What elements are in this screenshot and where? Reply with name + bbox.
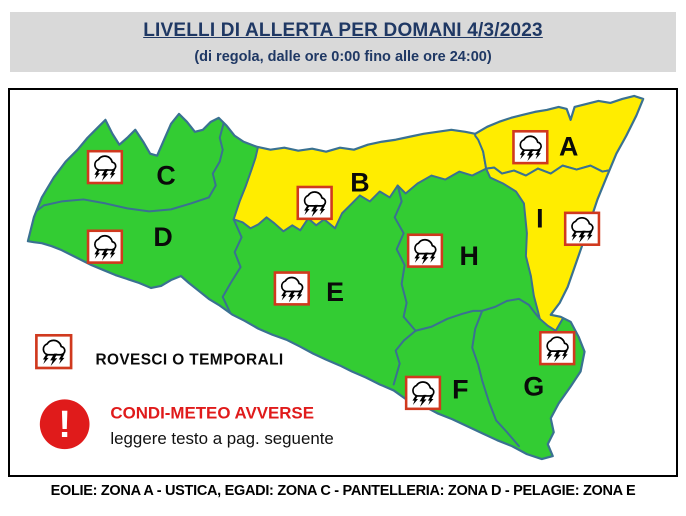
map-container: A B C D E F G H I ROVESCI O TEMPORALI ! … bbox=[8, 88, 678, 477]
storm-icon-zone-i bbox=[563, 211, 601, 246]
legend-storm-label: ROVESCI O TEMPORALI bbox=[95, 352, 283, 369]
header-banner: LIVELLI DI ALLERTA PER DOMANI 4/3/2023 (… bbox=[10, 12, 676, 72]
zone-label-d: D bbox=[153, 222, 172, 252]
storm-icon-zone-b bbox=[296, 185, 333, 221]
zone-label-g: G bbox=[523, 371, 544, 401]
page-title: LIVELLI DI ALLERTA PER DOMANI 4/3/2023 bbox=[143, 20, 543, 41]
page-subtitle: (di regola, dalle ore 0:00 fino alle ore… bbox=[194, 49, 492, 65]
storm-icon-zone-a bbox=[512, 129, 549, 165]
adverse-weather-warning: ! CONDI-METEO AVVERSE leggere testo a pa… bbox=[39, 399, 334, 450]
storm-icon-zone-f bbox=[404, 375, 442, 411]
zone-label-h: H bbox=[460, 241, 479, 271]
zone-boundaries bbox=[34, 121, 541, 448]
zone-label-c: C bbox=[156, 160, 175, 190]
storm-icon-zone-g bbox=[539, 330, 576, 366]
warning-title: CONDI-METEO AVVERSE bbox=[110, 403, 314, 422]
storm-icon-zone-c bbox=[86, 149, 124, 185]
storm-icon-zone-h bbox=[406, 233, 444, 268]
exclamation-icon: ! bbox=[58, 404, 71, 446]
storm-icon-zone-d bbox=[86, 229, 124, 264]
zone-label-i: I bbox=[536, 203, 543, 233]
zone-label-b: B bbox=[350, 167, 369, 197]
zone-label-f: F bbox=[452, 374, 468, 404]
legend-storm-icon bbox=[35, 333, 73, 370]
warning-circle-icon bbox=[39, 399, 90, 450]
islands-zone-note: EOLIE: ZONA A - USTICA, EGADI: ZONA C - … bbox=[50, 483, 636, 499]
zone-label-e: E bbox=[326, 277, 344, 307]
sicily-alert-map: A B C D E F G H I ROVESCI O TEMPORALI ! … bbox=[26, 94, 645, 461]
warning-subtitle: leggere testo a pag. seguente bbox=[110, 429, 333, 448]
storm-icon-zone-e bbox=[273, 271, 310, 306]
zone-label-a: A bbox=[559, 132, 578, 162]
